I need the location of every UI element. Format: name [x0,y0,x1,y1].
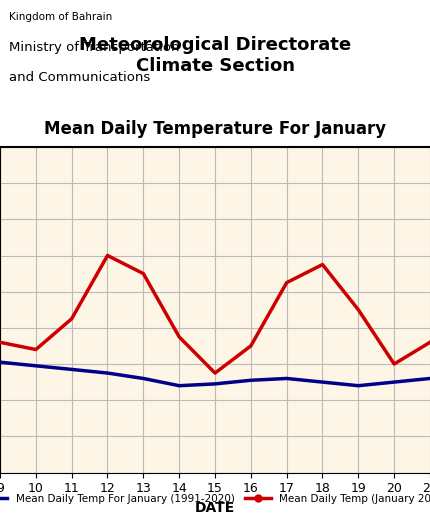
Text: Ministry of Transportation: Ministry of Transportation [9,41,179,54]
Text: Kingdom of Bahrain: Kingdom of Bahrain [9,12,112,22]
Text: Mean Daily Temperature For January: Mean Daily Temperature For January [44,120,386,139]
Text: Meteorological Directorate
Climate Section: Meteorological Directorate Climate Secti… [79,36,351,75]
Legend: Mean Daily Temp For January (1991-2020), Mean Daily Temp (January 2025): Mean Daily Temp For January (1991-2020),… [0,490,430,508]
Text: and Communications: and Communications [9,70,150,83]
X-axis label: DATE: DATE [195,501,235,515]
